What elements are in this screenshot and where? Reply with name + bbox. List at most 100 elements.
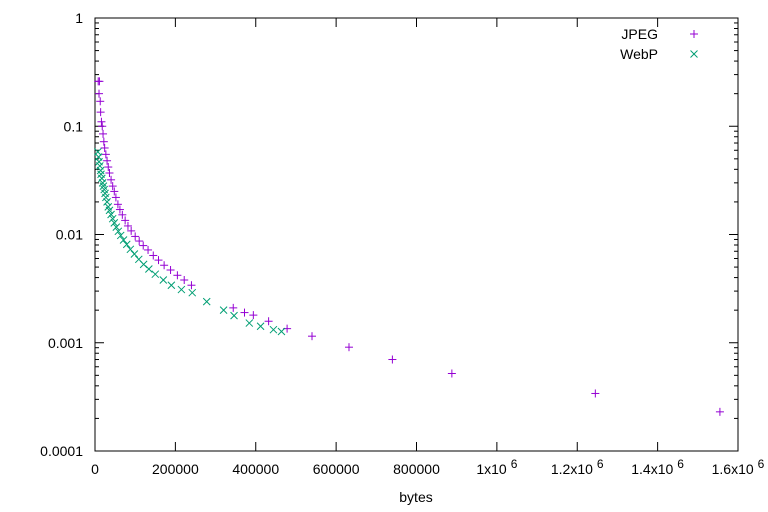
data-point-jpeg	[111, 193, 120, 202]
x-tick-label: 200000	[152, 461, 199, 477]
data-point-jpeg	[240, 308, 249, 317]
x-axis: 0 200000 400000 600000 800000 1x10 6 1.2x10 6 1.4…	[91, 18, 765, 477]
data-point-webp	[105, 206, 114, 215]
data-point-webp	[107, 210, 115, 219]
data-point-webp	[126, 245, 135, 254]
data-point-webp	[144, 265, 153, 273]
data-point-webp	[108, 214, 117, 223]
data-point-jpeg	[591, 389, 600, 398]
x-axis-label: bytes	[399, 489, 432, 505]
x-tick-exponent: 6	[758, 457, 765, 471]
x-tick-label: 400000	[232, 461, 279, 477]
y-axis: 0.0001 0.001 0.01 0.1 1	[40, 10, 738, 459]
data-point-webp	[101, 193, 110, 202]
data-point-jpeg	[187, 281, 196, 290]
data-point-jpeg	[96, 97, 105, 106]
x-tick-label-text: 200000	[152, 461, 199, 477]
x-tick-label: 800000	[393, 461, 440, 477]
y-tick-label: 0.0001	[40, 443, 83, 459]
data-point-jpeg	[149, 251, 158, 260]
data-point-webp	[112, 223, 121, 231]
data-point-jpeg	[160, 261, 169, 270]
data-point-webp	[103, 198, 111, 206]
x-tick-label: 1.4x10 6	[631, 457, 684, 477]
data-point-webp	[256, 322, 265, 331]
x-tick-exponent: 6	[677, 457, 684, 471]
data-point-jpeg	[113, 200, 122, 209]
x-tick-label: 0	[91, 461, 99, 477]
plot-frame	[94, 17, 739, 452]
data-point-jpeg	[249, 311, 258, 320]
data-point-jpeg	[173, 271, 182, 280]
data-point-jpeg	[118, 210, 127, 219]
data-point-jpeg	[123, 221, 132, 230]
x-tick-label-text: 1.6x10	[712, 461, 754, 477]
data-point-jpeg	[97, 117, 106, 126]
x-tick-label: 600000	[313, 461, 360, 477]
data-point-jpeg	[108, 182, 117, 191]
data-point-webp	[177, 285, 186, 294]
data-point-jpeg	[447, 369, 456, 378]
data-point-webp	[95, 162, 104, 170]
data-point-jpeg	[388, 355, 397, 364]
y-tick-label: 1	[75, 10, 83, 26]
data-point-webp	[230, 311, 238, 320]
legend-marker-webp	[690, 50, 698, 58]
legend-label: WebP	[620, 46, 658, 62]
data-point-jpeg	[110, 187, 119, 196]
series-webp	[93, 148, 286, 336]
data-point-jpeg	[104, 163, 113, 172]
data-point-webp	[114, 227, 123, 236]
data-point-webp	[219, 306, 228, 315]
data-point-jpeg	[101, 150, 110, 159]
data-point-jpeg	[95, 89, 104, 98]
data-point-jpeg	[98, 122, 107, 131]
data-point-webp	[159, 276, 168, 284]
y-tick-label: 0.1	[64, 118, 84, 134]
data-point-webp	[269, 325, 278, 334]
x-tick-label-text: 800000	[393, 461, 440, 477]
data-point-jpeg	[107, 175, 116, 184]
data-point-jpeg	[115, 205, 124, 214]
data-point-jpeg	[100, 143, 109, 152]
data-point-jpeg	[99, 137, 108, 146]
x-tick-label: 1.6x10 6	[712, 457, 765, 477]
legend-marker-jpeg	[690, 30, 698, 38]
x-tick-exponent: 6	[511, 457, 518, 471]
data-point-webp	[151, 270, 160, 279]
data-point-jpeg	[95, 77, 104, 86]
data-point-jpeg	[103, 156, 112, 165]
x-tick-label-text: 1x10	[476, 461, 507, 477]
data-point-jpeg	[154, 256, 163, 265]
data-point-jpeg	[715, 407, 724, 416]
x-tick-label-text: 600000	[313, 461, 360, 477]
data-point-webp	[202, 297, 211, 306]
data-point-webp	[96, 166, 105, 175]
data-point-webp	[188, 288, 197, 297]
data-point-jpeg	[121, 216, 130, 225]
data-point-webp	[116, 231, 125, 240]
legend: JPEG WebP	[620, 26, 698, 62]
data-point-webp	[277, 327, 286, 336]
data-points	[93, 77, 724, 416]
data-point-jpeg	[166, 265, 175, 274]
y-tick-label: 0.01	[56, 227, 83, 243]
x-tick-label: 1.2x10 6	[551, 457, 604, 477]
data-point-webp	[122, 240, 131, 249]
data-point-jpeg	[144, 245, 153, 254]
data-point-jpeg	[105, 168, 114, 177]
x-tick-exponent: 6	[597, 457, 604, 471]
data-point-jpeg	[180, 275, 189, 284]
data-point-jpeg	[264, 317, 273, 326]
x-tick-label-text: 400000	[232, 461, 279, 477]
legend-label: JPEG	[621, 26, 658, 42]
data-point-jpeg	[308, 332, 317, 341]
data-point-jpeg	[99, 129, 108, 138]
x-tick-label-text: 0	[91, 461, 99, 477]
data-point-jpeg	[344, 343, 353, 352]
data-point-webp	[167, 281, 176, 290]
x-tick-label-text: 1.2x10	[551, 461, 593, 477]
data-point-webp	[130, 250, 139, 258]
data-point-webp	[119, 236, 128, 244]
